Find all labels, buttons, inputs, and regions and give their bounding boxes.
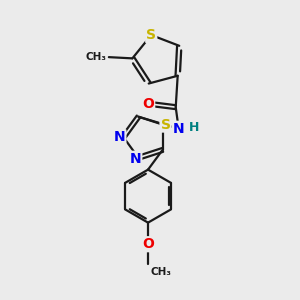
Text: S: S [160, 118, 170, 131]
Text: N: N [114, 130, 125, 144]
Text: O: O [142, 97, 154, 111]
Text: N: N [130, 152, 141, 166]
Text: O: O [142, 237, 154, 251]
Text: H: H [188, 121, 199, 134]
Text: N: N [173, 122, 184, 136]
Text: CH₃: CH₃ [86, 52, 107, 62]
Text: S: S [146, 28, 156, 42]
Text: CH₃: CH₃ [150, 267, 171, 277]
